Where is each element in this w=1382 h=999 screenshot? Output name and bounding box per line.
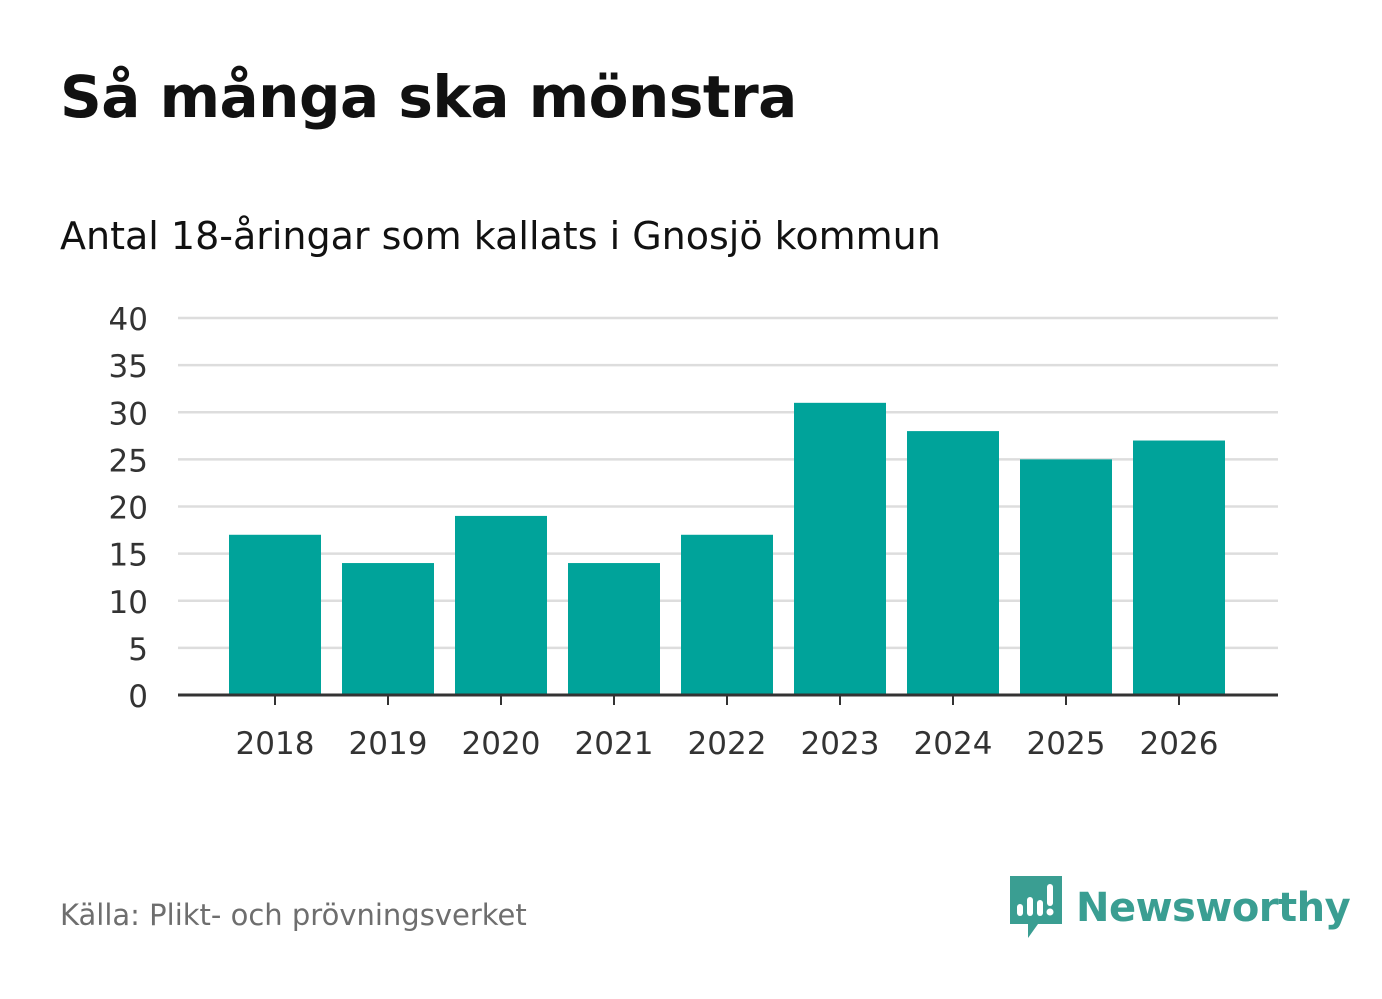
y-tick-label: 20 bbox=[109, 491, 148, 527]
x-tick-label: 2026 bbox=[1140, 726, 1219, 762]
y-tick-label: 25 bbox=[109, 443, 148, 479]
y-tick-label: 10 bbox=[109, 585, 148, 621]
chart-title: Så många ska mönstra bbox=[60, 63, 797, 131]
bar-2025 bbox=[1020, 459, 1112, 695]
y-tick-label: 30 bbox=[109, 396, 148, 432]
bar-2022 bbox=[681, 534, 773, 695]
bar-2019 bbox=[342, 563, 434, 695]
bars bbox=[229, 402, 1225, 695]
chart-subtitle: Antal 18-åringar som kallats i Gnosjö ko… bbox=[60, 214, 941, 258]
bar-2023 bbox=[794, 402, 886, 695]
x-tick-label: 2018 bbox=[236, 726, 315, 762]
bar-2024 bbox=[907, 431, 999, 695]
x-tick-label: 2025 bbox=[1027, 726, 1106, 762]
y-tick-label: 40 bbox=[109, 302, 148, 338]
y-tick-label: 0 bbox=[128, 679, 148, 715]
x-tick-label: 2023 bbox=[801, 726, 880, 762]
bar-2026 bbox=[1133, 440, 1225, 695]
y-axis-ticks: 0 5 10 15 20 25 30 35 40 bbox=[109, 302, 148, 715]
brand: Newsworthy bbox=[1010, 876, 1351, 940]
x-tick-label: 2019 bbox=[349, 726, 428, 762]
y-tick-label: 5 bbox=[128, 632, 148, 668]
x-tick-label: 2024 bbox=[914, 726, 993, 762]
x-axis-ticks: 2018 2019 2020 2021 2022 2023 2024 2025 2026 bbox=[236, 695, 1219, 762]
x-tick-label: 2022 bbox=[688, 726, 767, 762]
newsworthy-logo-icon bbox=[1010, 876, 1062, 938]
x-tick-label: 2020 bbox=[462, 726, 541, 762]
source-note: Källa: Plikt- och prövningsverket bbox=[60, 898, 527, 932]
bar-2020 bbox=[455, 515, 547, 695]
bar-2021 bbox=[568, 563, 660, 695]
y-tick-label: 15 bbox=[109, 538, 148, 574]
brand-name: Newsworthy bbox=[1076, 885, 1351, 931]
y-tick-label: 35 bbox=[109, 349, 148, 385]
x-tick-label: 2021 bbox=[575, 726, 654, 762]
bar-2018 bbox=[229, 534, 321, 695]
